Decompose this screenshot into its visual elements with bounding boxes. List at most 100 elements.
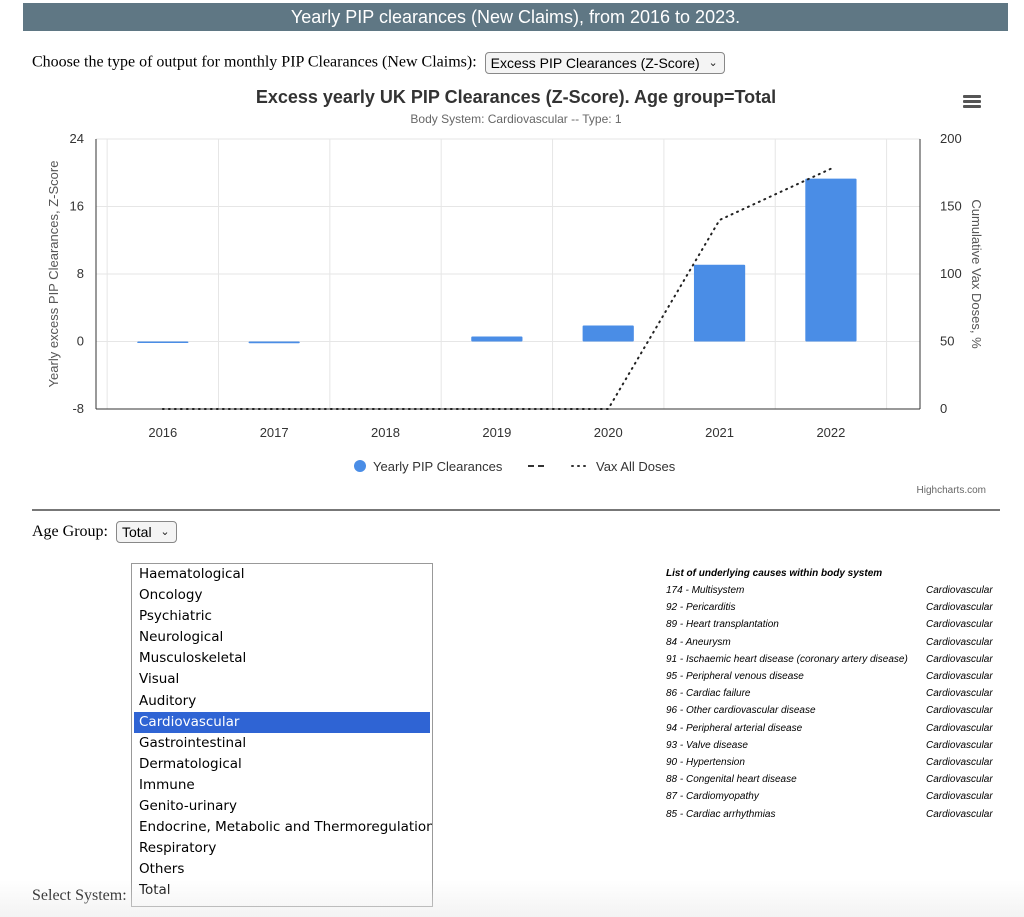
cause-system: Cardiovascular — [926, 808, 993, 820]
x-tick-label: 2019 — [482, 425, 511, 440]
cause-name: 89 - Heart transplantation — [666, 619, 779, 631]
system-option[interactable]: Respiratory — [139, 840, 217, 857]
system-option[interactable]: Neurological — [139, 629, 224, 646]
y2-axis-title: Cumulative Vax Doses, % — [969, 199, 984, 349]
cause-row: 174 - Multisystem Cardiovascular — [666, 582, 993, 599]
bar — [471, 336, 523, 342]
bar — [693, 264, 746, 342]
age-group-label: Age Group: — [32, 523, 108, 540]
cause-system: Cardiovascular — [926, 757, 993, 769]
age-group-select[interactable]: Total ⌄ — [115, 521, 177, 544]
legend-label: Yearly PIP Clearances — [373, 459, 503, 474]
cause-row: 86 - Cardiac failure Cardiovascular — [666, 685, 993, 702]
chevron-down-icon: ⌄ — [160, 526, 170, 539]
cause-row: 95 - Peripheral venous disease Cardiovasc… — [666, 668, 993, 685]
system-option[interactable]: Total — [139, 882, 171, 899]
system-option[interactable]: Others — [139, 861, 185, 878]
system-option[interactable]: Auditory — [139, 692, 197, 709]
y2-tick-label: 50 — [940, 334, 954, 349]
system-listbox[interactable]: Haematological Oncology Psychiatric Neurolo… — [131, 563, 433, 907]
cause-name: 87 - Cardiomyopathy — [666, 791, 759, 803]
cause-row: 90 - Hypertension Cardiovascular — [666, 754, 993, 771]
cause-system: Cardiovascular — [926, 671, 993, 683]
system-option[interactable]: Oncology — [139, 587, 203, 604]
system-option[interactable]: Dermatological — [139, 755, 242, 772]
system-option[interactable]: Musculoskeletal — [139, 650, 247, 667]
cause-system: Cardiovascular — [926, 619, 993, 631]
y-tick-label: 8 — [77, 266, 84, 281]
cause-name: 95 - Peripheral venous disease — [666, 671, 804, 683]
system-option[interactable]: Gastrointestinal — [139, 734, 247, 751]
y-tick-label: 0 — [77, 334, 84, 349]
y-tick-label: 24 — [70, 131, 84, 146]
x-tick-label: 2016 — [148, 425, 177, 440]
system-option[interactable]: Endocrine, Metabolic and Thermoregulatio… — [139, 819, 433, 836]
cause-row: 84 - Aneurysm Cardiovascular — [666, 634, 993, 651]
output-type-row: Choose the type of output for monthly PI… — [32, 52, 725, 74]
cause-name: 92 - Pericarditis — [666, 602, 736, 614]
system-option[interactable]: Visual — [139, 671, 180, 688]
causes-table: 174 - Multisystem Cardiovascular 92 - Peri… — [666, 582, 993, 823]
select-system-label: Select System: — [32, 887, 127, 904]
system-option[interactable]: Cardiovascular — [134, 711, 430, 733]
y2-tick-label: 0 — [940, 401, 947, 416]
cause-name: 90 - Hypertension — [666, 757, 745, 769]
chart-title: Excess yearly UK PIP Clearances (Z-Score… — [256, 87, 776, 107]
cause-row: 91 - Ischaemic heart disease (coronary a… — [666, 651, 993, 668]
cause-row: 94 - Peripheral arterial disease Cardiova… — [666, 720, 993, 737]
age-group-row: Age Group: Total ⌄ — [32, 521, 177, 544]
output-type-value: Excess PIP Clearances (Z-Score) — [490, 55, 700, 71]
system-option[interactable]: Haematological — [139, 566, 245, 582]
bar — [137, 341, 189, 343]
cause-system: Cardiovascular — [926, 705, 993, 717]
y2-tick-label: 200 — [940, 131, 962, 146]
cause-name: 94 - Peripheral arterial disease — [666, 722, 803, 734]
bar — [805, 178, 857, 342]
y-tick-label: -8 — [72, 401, 84, 416]
x-tick-label: 2022 — [816, 425, 845, 440]
y2-tick-label: 100 — [940, 266, 962, 281]
cause-system: Cardiovascular — [926, 688, 993, 700]
cause-system: Cardiovascular — [926, 722, 993, 734]
age-group-value: Total — [121, 524, 152, 541]
x-tick-label: 2021 — [705, 425, 734, 440]
cause-row: 96 - Other cardiovascular disease Cardiov… — [666, 702, 993, 719]
section-divider — [32, 509, 1000, 511]
system-option[interactable]: Genito-urinary — [139, 798, 237, 815]
y2-tick-label: 150 — [940, 199, 962, 214]
cause-row: 85 - Cardiac arrhythmias Cardiovascular — [666, 806, 993, 823]
cause-name: 88 - Congenital heart disease — [666, 774, 797, 786]
cause-row: 89 - Heart transplantation Cardiovascular — [666, 616, 993, 633]
chart-menu-icon[interactable] — [963, 95, 981, 109]
cause-row: 92 - Pericarditis Cardiovascular — [666, 599, 993, 616]
x-tick-label: 2017 — [260, 425, 289, 440]
cause-name: 174 - Multisystem — [666, 585, 745, 596]
cause-row: 93 - Valve disease Cardiovascular — [666, 737, 993, 754]
output-type-select[interactable]: Excess PIP Clearances (Z-Score) ⌄ — [484, 52, 725, 74]
legend-label: Vax All Doses — [596, 459, 676, 474]
cause-name: 86 - Cardiac failure — [666, 688, 751, 700]
causes-panel: List of underlying causes within body sy… — [666, 566, 1006, 823]
chart-credits: Highcharts.com — [917, 485, 986, 496]
cause-system: Cardiovascular — [926, 791, 993, 803]
page-header: Yearly PIP clearances (New Claims), from… — [23, 3, 1008, 31]
cause-system: Cardiovascular — [926, 653, 993, 665]
chart-subtitle: Body System: Cardiovascular -- Type: 1 — [410, 112, 622, 126]
system-option[interactable]: Psychiatric — [139, 608, 212, 625]
x-tick-label: 2020 — [594, 425, 623, 440]
cause-name: 96 - Other cardiovascular disease — [666, 705, 816, 717]
x-tick-label: 2018 — [371, 425, 400, 440]
causes-title: List of underlying causes within body sy… — [666, 568, 883, 579]
cause-system: Cardiovascular — [926, 739, 993, 751]
cause-name: 91 - Ischaemic heart disease (coronary a… — [666, 653, 908, 665]
chevron-down-icon: ⌄ — [708, 57, 718, 69]
bar — [248, 341, 300, 344]
cause-system: Cardiovascular — [926, 585, 993, 596]
y-tick-label: 16 — [70, 199, 84, 214]
system-option[interactable]: Immune — [139, 776, 195, 793]
cause-system: Cardiovascular — [926, 602, 993, 614]
cause-name: 84 - Aneurysm — [666, 636, 731, 648]
cause-name: 85 - Cardiac arrhythmias — [666, 808, 776, 820]
output-type-label: Choose the type of output for monthly PI… — [32, 53, 477, 71]
cause-row: 88 - Congenital heart disease Cardiovascu… — [666, 771, 993, 788]
